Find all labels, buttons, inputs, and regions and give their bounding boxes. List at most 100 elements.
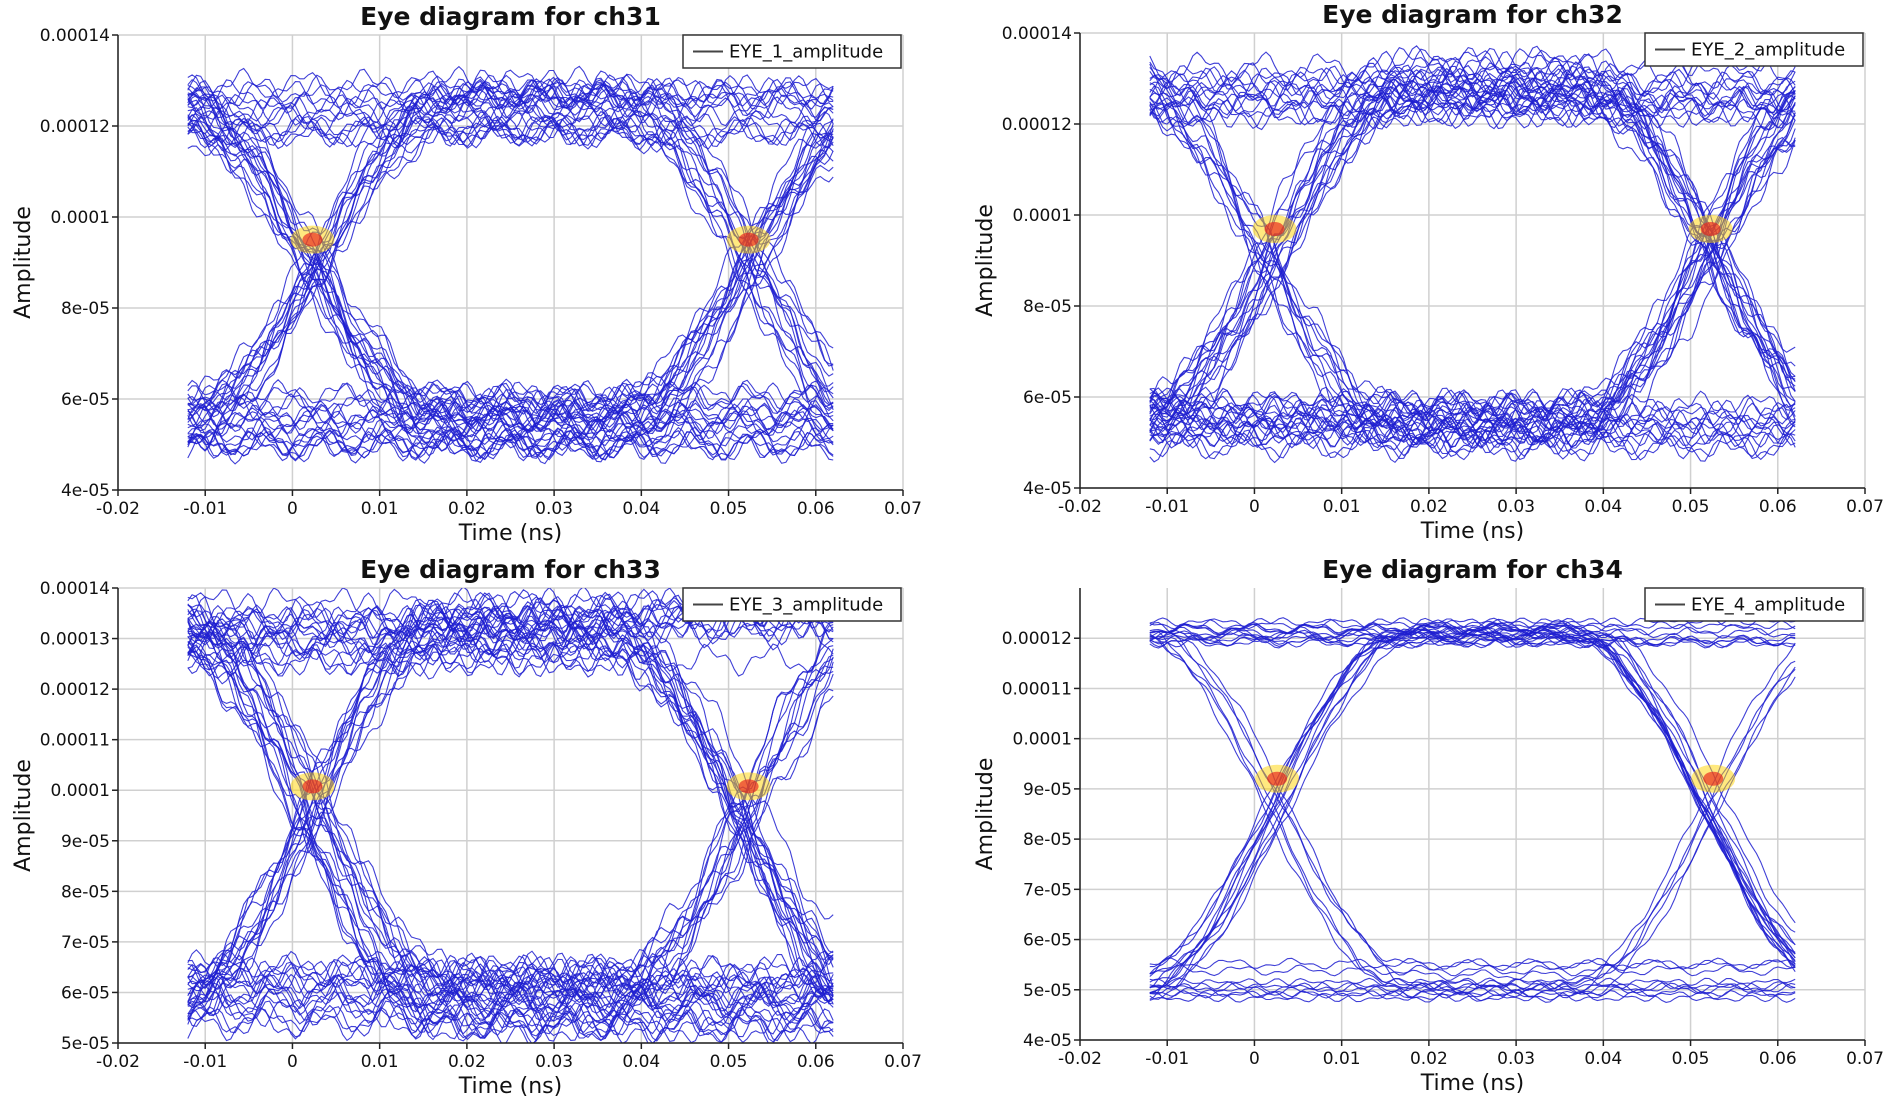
eye-trace	[1149, 102, 1796, 431]
eye-trace	[187, 118, 834, 441]
legend: EYE_3_amplitude	[682, 587, 902, 622]
x-tick-label: 0.05	[1672, 1049, 1710, 1069]
eye-trace	[187, 409, 834, 441]
y-tick-label: 8e-05	[1023, 297, 1072, 317]
eye-trace	[187, 119, 834, 419]
eye-trace	[187, 620, 834, 1004]
eye-trace	[1149, 623, 1796, 636]
y-tick-label: 0.00012	[40, 680, 110, 700]
eye-trace	[1149, 112, 1796, 426]
eye-trace	[187, 76, 834, 411]
y-tick-label: 4e-05	[1023, 479, 1072, 499]
y-tick-label: 8e-05	[1023, 830, 1072, 850]
y-tick-label: 0.00013	[40, 630, 110, 650]
x-tick-label: 0.07	[884, 499, 922, 519]
eye-trace	[1149, 660, 1796, 999]
x-tick-label: 0.04	[622, 499, 660, 519]
chart-title: Eye diagram for ch32	[1322, 0, 1623, 29]
eye-trace	[1149, 666, 1796, 991]
x-tick-label: 0.03	[535, 499, 573, 519]
x-tick-label: 0	[1249, 1049, 1260, 1069]
x-tick-label: 0.05	[710, 1052, 748, 1072]
y-tick-label: 0.0001	[1013, 730, 1072, 750]
eye-trace	[187, 137, 834, 422]
legend: EYE_4_amplitude	[1644, 587, 1864, 622]
eye-trace	[1149, 85, 1796, 433]
x-tick-label: -0.01	[1145, 497, 1189, 517]
eye-trace	[1149, 964, 1796, 977]
eye-trace	[187, 642, 834, 1006]
eye-trace	[1149, 628, 1796, 1000]
x-tick-label: 0.04	[622, 1052, 660, 1072]
legend-label: EYE_4_amplitude	[1691, 595, 1845, 616]
eye-trace	[187, 78, 834, 406]
eye-trace	[1149, 89, 1796, 433]
eye-trace	[1149, 627, 1796, 968]
y-tick-label: 0.0001	[51, 781, 110, 801]
eye-trace	[187, 429, 834, 462]
x-tick-label: 0.01	[1323, 1049, 1361, 1069]
y-tick-label: 0.00011	[1002, 679, 1072, 699]
crossing-core-1	[738, 232, 759, 247]
eye-trace	[187, 592, 834, 986]
eye-trace	[187, 87, 834, 411]
eye-trace	[187, 432, 834, 465]
eye-traces	[1149, 617, 1796, 1003]
x-tick-label: -0.02	[96, 499, 140, 519]
y-tick-label: 6e-05	[1023, 931, 1072, 951]
eye-trace	[187, 959, 834, 994]
eye-trace	[187, 636, 834, 966]
chart-title: Eye diagram for ch31	[360, 2, 661, 31]
eye-trace	[1149, 90, 1796, 439]
x-tick-label: 0.02	[1410, 497, 1448, 517]
eye-trace	[1149, 72, 1796, 420]
legend: EYE_2_amplitude	[1644, 32, 1864, 67]
chart-title: Eye diagram for ch34	[1322, 555, 1623, 584]
x-axis-title: Time (ns)	[1420, 519, 1524, 544]
chart-panel-2: -0.02 -0.01 0 0.01 0.02 0.03 0.04 0.05 0.06 0.07 4…	[973, 0, 1884, 544]
eye-trace	[187, 80, 834, 451]
eye-trace	[187, 635, 834, 999]
eye-trace	[187, 97, 834, 435]
crossing-core-1	[738, 779, 759, 794]
chart-panel-1: -0.02 -0.01 0 0.01 0.02 0.03 0.04 0.05 0.06 0.07 4…	[11, 2, 922, 546]
eye-trace	[1149, 416, 1796, 449]
x-tick-label: 0	[287, 1052, 298, 1072]
y-tick-label: 6e-05	[1023, 388, 1072, 408]
crossing-core-1	[1700, 222, 1721, 237]
eye-trace	[1149, 80, 1796, 112]
eye-trace	[1149, 617, 1796, 924]
eye-trace	[187, 624, 834, 1017]
eye-trace	[187, 106, 834, 460]
x-tick-label: 0.06	[797, 1052, 835, 1072]
crossing-core-0	[1264, 222, 1285, 237]
eye-trace	[187, 630, 834, 1019]
eye-trace	[1149, 985, 1796, 998]
x-tick-label: 0	[287, 499, 298, 519]
eye-trace	[187, 428, 834, 461]
x-tick-label: -0.02	[1058, 497, 1102, 517]
eye-trace	[1149, 636, 1796, 981]
eye-trace	[1149, 96, 1796, 129]
x-tick-label: 0.06	[797, 499, 835, 519]
eye-trace	[1149, 95, 1796, 449]
eye-trace	[187, 382, 834, 414]
eye-trace	[1149, 101, 1796, 449]
chart-title: Eye diagram for ch33	[360, 555, 661, 584]
x-tick-label: 0.03	[535, 1052, 573, 1072]
x-tick-label: -0.01	[1145, 1049, 1189, 1069]
eye-trace	[187, 603, 834, 994]
eye-trace	[1149, 65, 1796, 404]
eye-trace	[1149, 97, 1796, 460]
legend: EYE_1_amplitude	[682, 34, 902, 69]
eye-trace	[187, 109, 834, 427]
eye-trace	[1149, 990, 1796, 1003]
eye-trace	[187, 628, 834, 988]
x-tick-label: 0.05	[1672, 497, 1710, 517]
eye-trace	[187, 115, 834, 148]
eye-trace	[187, 618, 834, 987]
x-tick-label: 0.06	[1759, 497, 1797, 517]
x-tick-label: 0.01	[361, 1052, 399, 1072]
chart-panel-4: -0.02 -0.01 0 0.01 0.02 0.03 0.04 0.05 0.06 0.07 4…	[973, 555, 1884, 1096]
x-tick-label: 0.02	[448, 499, 486, 519]
